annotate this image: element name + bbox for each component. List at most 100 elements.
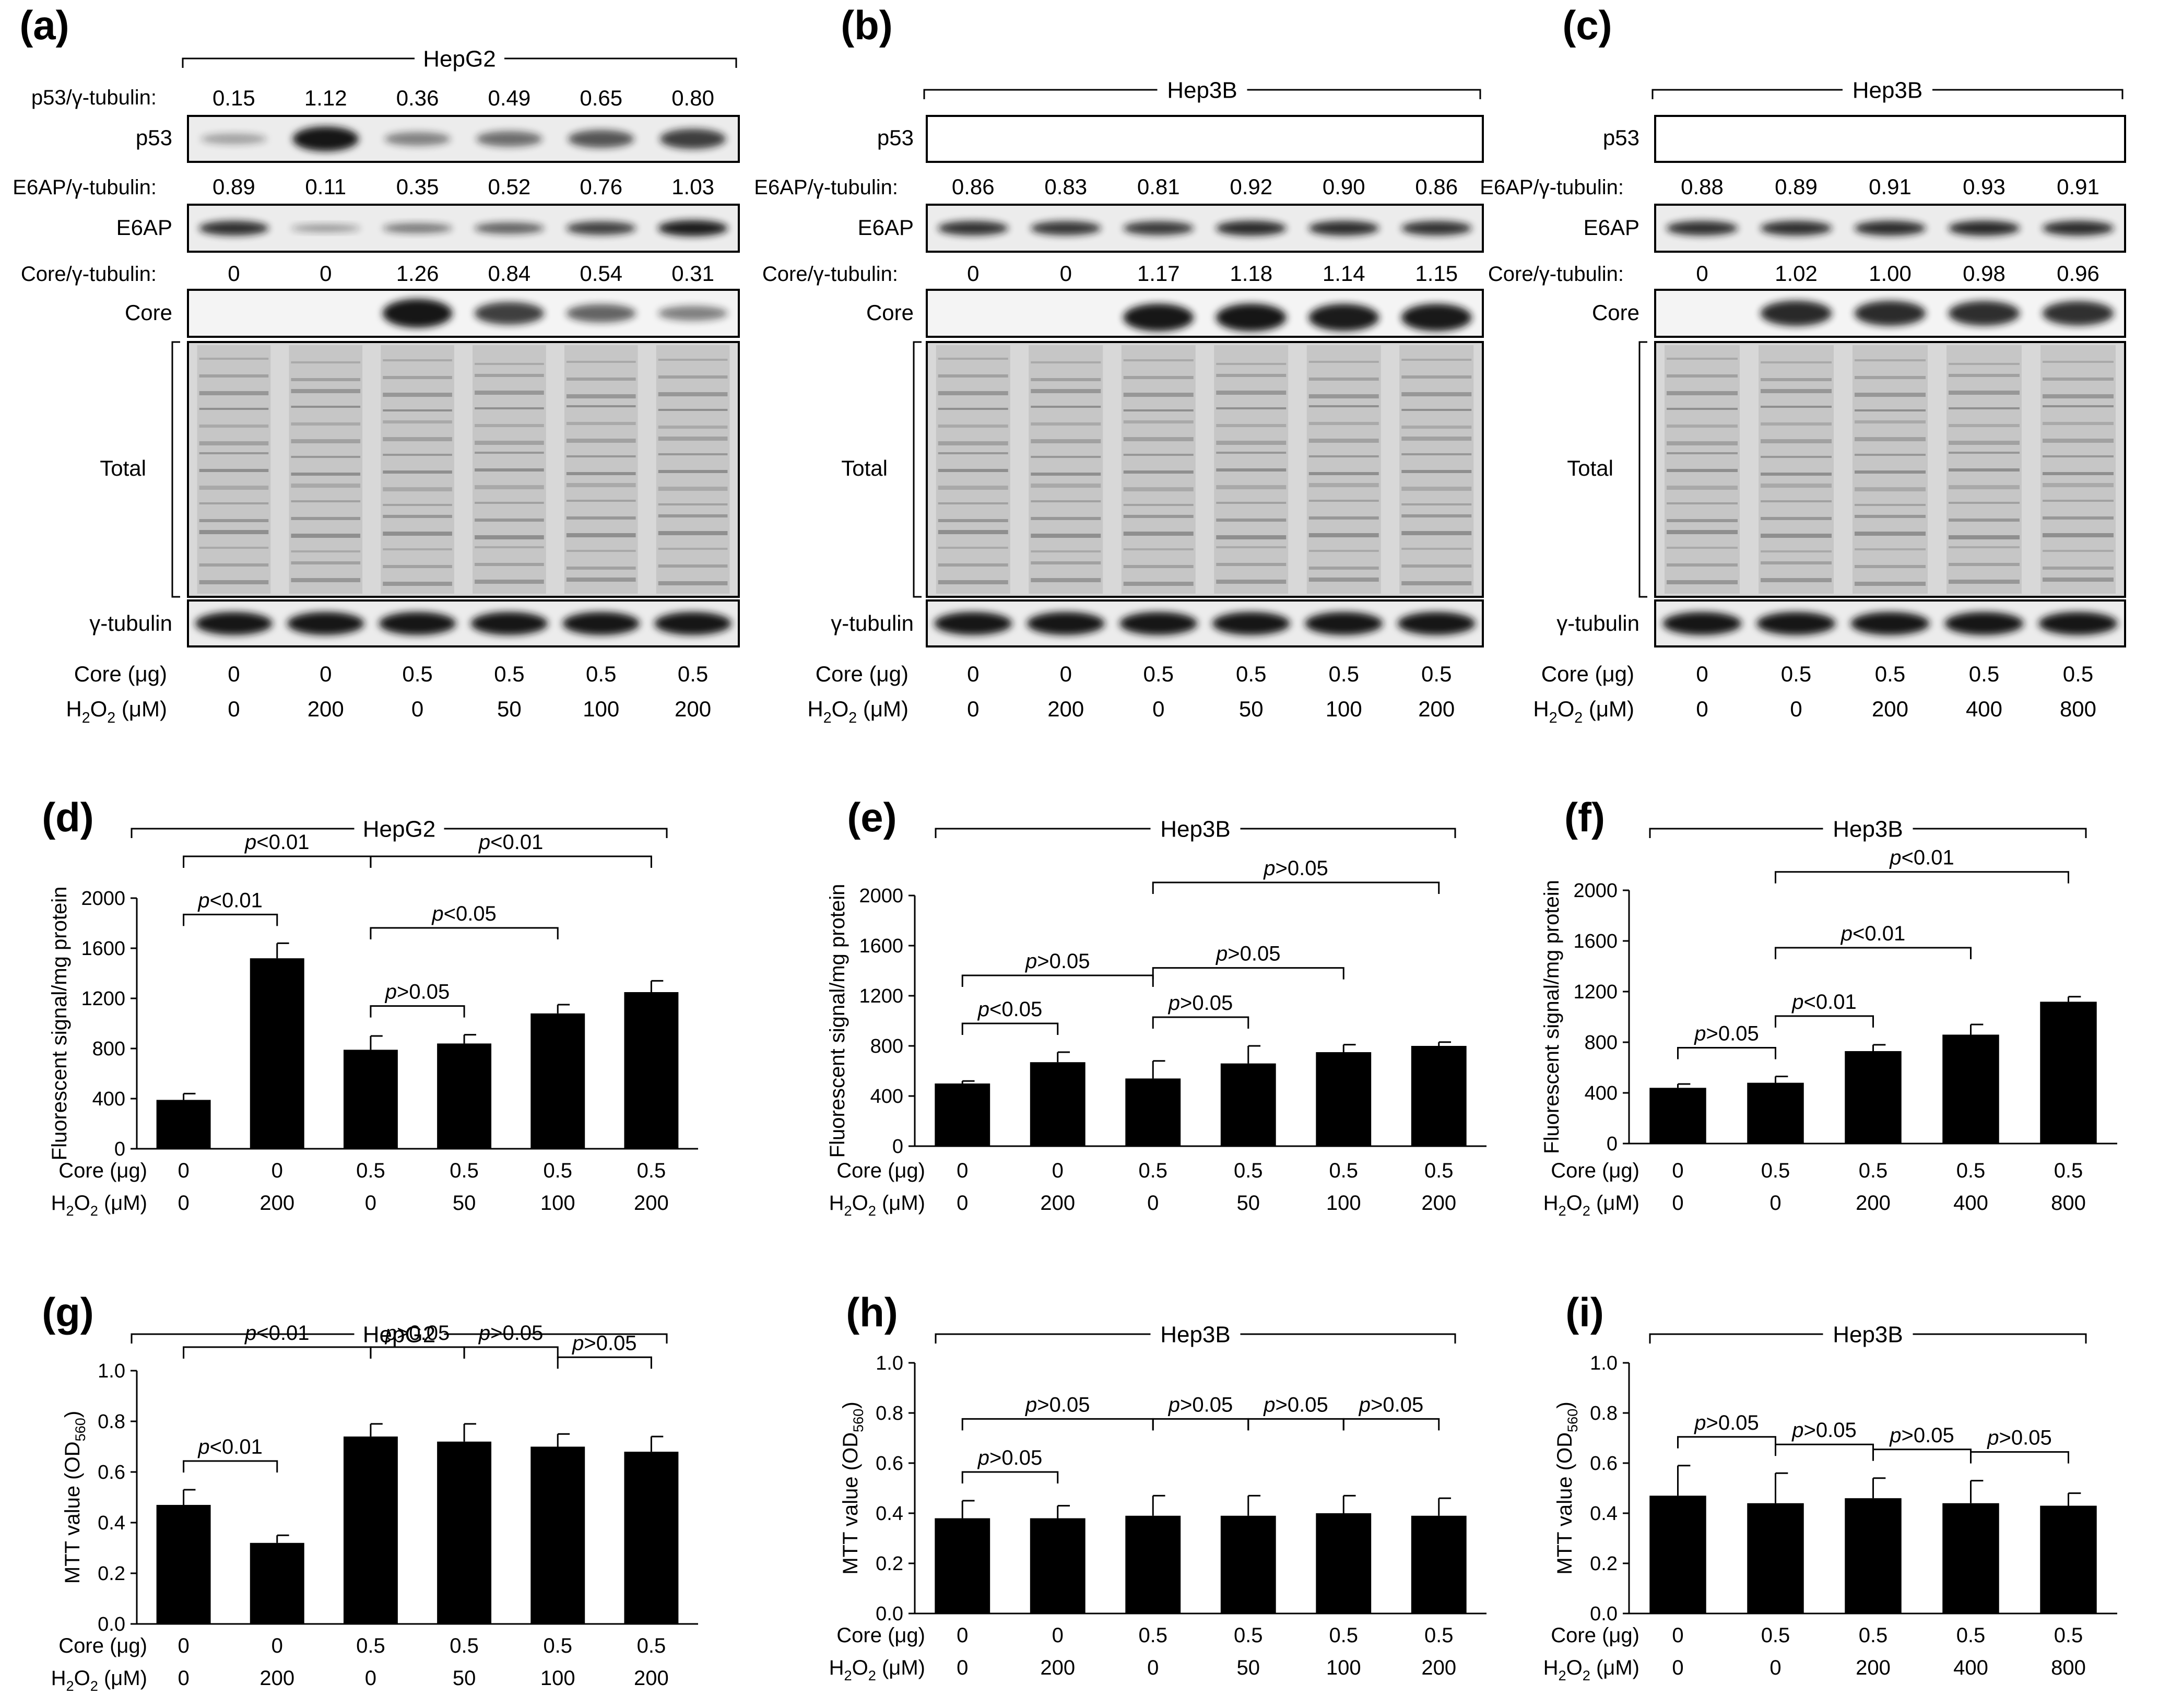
total-band	[1761, 378, 1832, 381]
h2o2-dose-value: 200	[1856, 1656, 1891, 1679]
total-band	[1308, 455, 1379, 457]
core-dose-value: 0.5	[1424, 1624, 1454, 1647]
e6ap-band	[658, 220, 728, 237]
y-tick-label: 1.0	[98, 1360, 125, 1382]
y-tick-label: 800	[1585, 1032, 1618, 1054]
total-band	[1667, 469, 1738, 472]
total-band	[1308, 405, 1379, 407]
h2o2-dose-value: 200	[259, 1192, 294, 1215]
p-value-label: p<0.01	[197, 1435, 262, 1458]
h2o2-dose-value: 50	[453, 1667, 476, 1690]
bar	[250, 1542, 304, 1624]
total-band	[1031, 473, 1101, 476]
core-ratio-value: 0.96	[2057, 261, 2099, 286]
tubulin-band	[2038, 612, 2118, 635]
group-bracket-right	[1240, 828, 1456, 838]
e6ap-ratio-value: 0.11	[305, 174, 346, 199]
significance-line	[557, 1356, 652, 1369]
total-band	[291, 484, 361, 488]
significance-line	[370, 1346, 465, 1359]
total-lane	[1665, 345, 1740, 594]
tubulin-band	[470, 612, 548, 635]
significance-line	[1152, 881, 1440, 894]
core-ratio-value: 1.00	[1869, 261, 1912, 286]
total-band	[475, 441, 544, 445]
total-band	[938, 580, 1008, 584]
y-tick-label: 2000	[1573, 880, 1618, 902]
total-band	[938, 486, 1008, 490]
total-band	[1031, 534, 1101, 538]
h2o2-dose-value: 0	[228, 697, 240, 721]
total-band	[383, 437, 452, 441]
cell-line-bracket: HepG2	[182, 46, 737, 72]
total-band	[383, 470, 452, 474]
e6ap-ratio-value: 0.89	[213, 174, 255, 199]
total-band	[1761, 534, 1832, 538]
p-value-label: p>0.05	[572, 1332, 636, 1354]
bar	[1942, 1503, 1999, 1613]
total-band	[1949, 363, 2020, 365]
group-bracket-left	[1649, 828, 1823, 838]
total-band	[1123, 454, 1194, 456]
cell-line-label: Hep3B	[1833, 816, 1903, 842]
core-ratio-value: 0	[320, 261, 332, 286]
core-ratio-value: 0.98	[1963, 261, 2005, 286]
panel-label: (g)	[42, 1289, 94, 1335]
bar	[1125, 1515, 1181, 1613]
significance-bracket: p>0.05	[1970, 1427, 2069, 1464]
h2o2-dose-value: 0	[1790, 697, 1802, 721]
core-ratio-value: 0	[228, 261, 240, 286]
e6ap-ratio-value: 0.91	[2057, 174, 2099, 199]
total-protein-label: Total	[1567, 456, 1613, 480]
e6ap-ratio-value: 0.92	[1230, 174, 1272, 199]
total-band	[383, 504, 452, 506]
p53-ratio-label: p53/γ-tubulin:	[31, 86, 157, 109]
h2o2-dose-value: 0	[365, 1667, 376, 1690]
e6ap-band	[2042, 220, 2114, 236]
p-value-label: p>0.05	[1216, 943, 1280, 965]
total-band	[1401, 392, 1472, 396]
total-band	[1308, 500, 1379, 502]
total-band	[1667, 580, 1738, 584]
total-band	[1667, 441, 1738, 445]
h2o2-dose-value: 0	[1672, 1656, 1683, 1679]
y-tick-label: 0.8	[98, 1411, 125, 1433]
h2o2-dose-value: 200	[1856, 1192, 1891, 1215]
h2o2-dose-value: 0	[178, 1667, 189, 1690]
tubulin-band	[1756, 612, 1836, 635]
total-band	[383, 515, 452, 518]
h2o2-dose-value: 50	[497, 697, 522, 721]
core-row-label: Core (μg)	[836, 1159, 925, 1182]
core-row-label: Core (μg)	[1551, 1159, 1639, 1182]
total-lane	[473, 345, 546, 594]
p53-blot-frame	[1654, 115, 2126, 163]
h2o2-dose-value: 0	[365, 1192, 376, 1215]
group-bracket-left	[1649, 1333, 1823, 1344]
e6ap-ratio-value: 0.93	[1963, 174, 2005, 199]
significance-bracket: p>0.05	[1775, 1419, 1874, 1456]
total-band	[566, 405, 636, 407]
p-value-label: p<0.01	[197, 889, 262, 912]
total-lane	[2040, 345, 2116, 594]
total-lane	[381, 345, 454, 594]
total-band	[1761, 473, 1832, 476]
e6ap-ratio-value: 0.76	[580, 174, 622, 199]
h2o2-dose-value: 400	[1953, 1192, 1988, 1215]
p-value-label: p>0.05	[977, 1446, 1042, 1469]
significance-bracket: p>0.05	[1247, 1393, 1344, 1431]
tubulin-band	[379, 612, 456, 635]
total-band	[383, 548, 452, 550]
total-band	[1949, 563, 2020, 566]
total-band	[2043, 394, 2114, 398]
total-band	[566, 361, 636, 363]
significance-bracket: p>0.05	[1152, 943, 1344, 980]
significance-line	[1152, 967, 1344, 980]
total-lane	[1853, 345, 1928, 594]
p53-band	[476, 131, 542, 147]
bar	[1845, 1498, 1902, 1613]
p-value-label: p<0.01	[1889, 846, 1954, 869]
significance-line	[961, 1471, 1059, 1483]
total-band	[199, 486, 269, 490]
p53-band-label: p53	[877, 125, 914, 150]
significance-line	[1677, 1436, 1776, 1448]
